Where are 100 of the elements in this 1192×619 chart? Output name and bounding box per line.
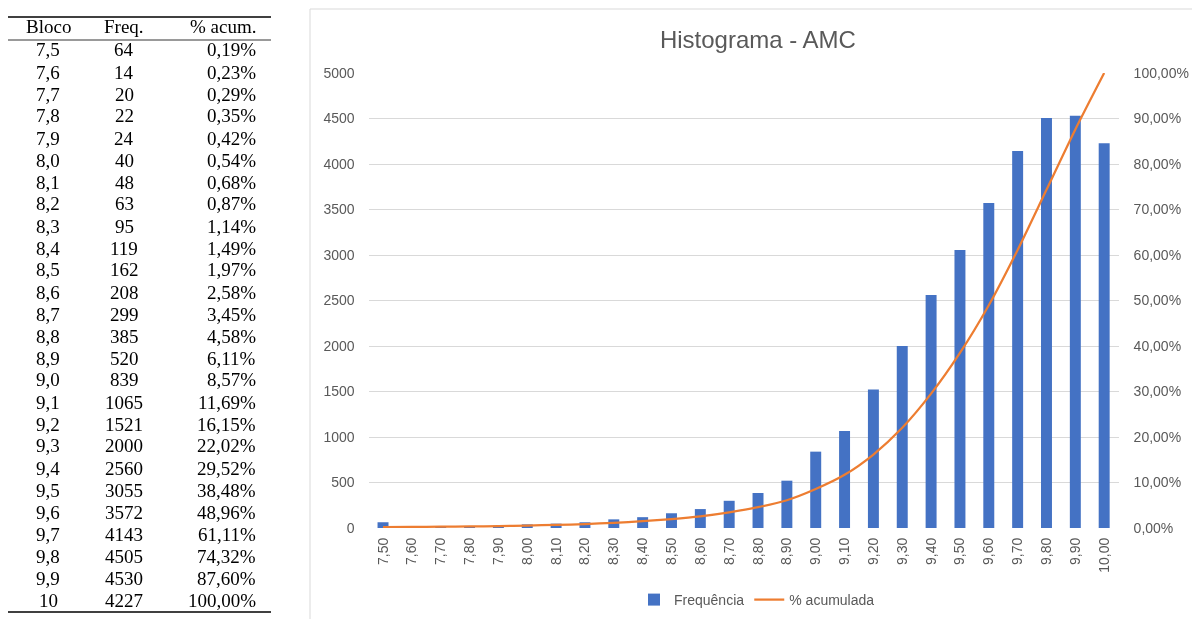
x-tick-label: 9,60 bbox=[980, 537, 997, 566]
text: 7,6 bbox=[36, 62, 60, 83]
text: 7,5 bbox=[36, 39, 60, 60]
text: Freq. bbox=[104, 16, 144, 37]
text: 24 bbox=[114, 128, 134, 149]
text: 9,8 bbox=[36, 546, 60, 567]
text: 9,3 bbox=[36, 435, 60, 456]
x-tick-label: 9,30 bbox=[893, 537, 910, 566]
text: 29,52% bbox=[197, 458, 256, 479]
x-tick-label: 7,90 bbox=[489, 537, 506, 566]
text: 0,54% bbox=[207, 150, 257, 171]
text: 38,48% bbox=[197, 480, 256, 501]
text: 8,2 bbox=[36, 193, 60, 214]
y-tick-label: 5000 bbox=[323, 64, 355, 81]
text: 0,68% bbox=[207, 172, 257, 193]
text: 95 bbox=[115, 216, 134, 237]
y-tick-label: 3000 bbox=[323, 246, 355, 263]
y-tick-label: 4500 bbox=[323, 110, 355, 127]
x-tick-label: 9,20 bbox=[864, 537, 881, 566]
text: 1521 bbox=[105, 414, 143, 435]
text: 11,69% bbox=[198, 392, 257, 413]
text: 3,45% bbox=[207, 304, 257, 325]
x-tick-label: 9,40 bbox=[922, 537, 939, 566]
text: 10 bbox=[39, 590, 58, 611]
text: 4505 bbox=[105, 546, 143, 567]
text: 385 bbox=[110, 326, 139, 347]
text: 1,14% bbox=[207, 216, 257, 237]
text: 8,5 bbox=[36, 259, 60, 280]
text: 9,0 bbox=[36, 369, 60, 390]
x-tick-label: 7,80 bbox=[461, 537, 478, 566]
x-tick-label: 7,60 bbox=[403, 537, 420, 566]
text: 7,8 bbox=[36, 105, 60, 126]
x-tick-label: 8,00 bbox=[518, 537, 535, 566]
text: 3055 bbox=[105, 480, 143, 501]
text: Bloco bbox=[26, 16, 72, 37]
x-tick-label: 9,80 bbox=[1038, 537, 1055, 566]
text: 9,7 bbox=[36, 524, 60, 545]
x-tick-label: 9,10 bbox=[836, 537, 853, 566]
text: 9,1 bbox=[36, 392, 60, 413]
y-tick-label: 500 bbox=[331, 474, 355, 491]
text: 22 bbox=[115, 105, 134, 126]
x-tick-label: 8,90 bbox=[778, 537, 795, 566]
text: 0,87% bbox=[207, 193, 257, 214]
text: 299 bbox=[110, 304, 139, 325]
text: 63 bbox=[115, 193, 134, 214]
text: 0,23% bbox=[207, 62, 257, 83]
text: 8,3 bbox=[36, 216, 60, 237]
text: 520 bbox=[110, 348, 139, 369]
y2-tick-label: 20,00% bbox=[1133, 428, 1182, 445]
text: 8,6 bbox=[36, 282, 60, 303]
y2-tick-label: 30,00% bbox=[1133, 383, 1182, 400]
y2-tick-label: 10,00% bbox=[1133, 474, 1182, 491]
x-tick-label: 9,50 bbox=[951, 537, 968, 566]
text: 7,9 bbox=[36, 128, 60, 149]
text: 0,29% bbox=[207, 84, 257, 105]
text: 22,02% bbox=[197, 435, 256, 456]
x-tick-label: 8,50 bbox=[663, 537, 680, 566]
x-tick-label: 8,30 bbox=[605, 537, 622, 566]
y-tick-label: 0 bbox=[346, 519, 355, 536]
legend-label: % acumulada bbox=[789, 592, 875, 609]
x-tick-label: 8,40 bbox=[634, 537, 651, 566]
x-tick-label: 8,70 bbox=[720, 537, 737, 566]
text: 162 bbox=[110, 259, 139, 280]
x-tick-label: 9,90 bbox=[1066, 537, 1083, 566]
text: 87,60% bbox=[197, 568, 256, 589]
x-tick-label: 8,10 bbox=[547, 537, 564, 566]
text: 14 bbox=[114, 62, 134, 83]
text: % acum. bbox=[190, 16, 257, 37]
text: 8,57% bbox=[207, 369, 257, 390]
legend-label: Frequência bbox=[674, 592, 745, 609]
text: 4227 bbox=[105, 590, 143, 611]
y2-tick-label: 70,00% bbox=[1133, 201, 1182, 218]
text: 6,11% bbox=[207, 348, 256, 369]
x-tick-label: 9,70 bbox=[1009, 537, 1026, 566]
text: 0,35% bbox=[207, 105, 257, 126]
text: 9,2 bbox=[36, 414, 60, 435]
x-tick-label: 8,80 bbox=[749, 537, 766, 566]
text: 48 bbox=[115, 172, 134, 193]
text: 8,7 bbox=[36, 304, 60, 325]
text: 208 bbox=[110, 282, 139, 303]
text: 4530 bbox=[105, 568, 143, 589]
text: 2000 bbox=[105, 435, 143, 456]
text: 1,97% bbox=[207, 259, 257, 280]
text: 4,58% bbox=[207, 326, 257, 347]
text: 9,5 bbox=[36, 480, 60, 501]
text: 16,15% bbox=[197, 414, 256, 435]
text: 0,19% bbox=[207, 39, 257, 60]
text: 1,49% bbox=[207, 238, 257, 259]
text: 8,9 bbox=[36, 348, 60, 369]
text: 8,4 bbox=[36, 238, 61, 259]
text: 20 bbox=[115, 84, 134, 105]
y2-tick-label: 80,00% bbox=[1133, 155, 1182, 172]
x-tick-label: 7,70 bbox=[432, 537, 449, 566]
text: 64 bbox=[114, 39, 134, 60]
text: 8,0 bbox=[36, 150, 60, 171]
y2-tick-label: 60,00% bbox=[1133, 246, 1182, 263]
x-tick-label: 9,00 bbox=[807, 537, 824, 566]
text: 1065 bbox=[105, 392, 143, 413]
text: 9,6 bbox=[36, 502, 60, 523]
text: 9,4 bbox=[36, 458, 61, 479]
